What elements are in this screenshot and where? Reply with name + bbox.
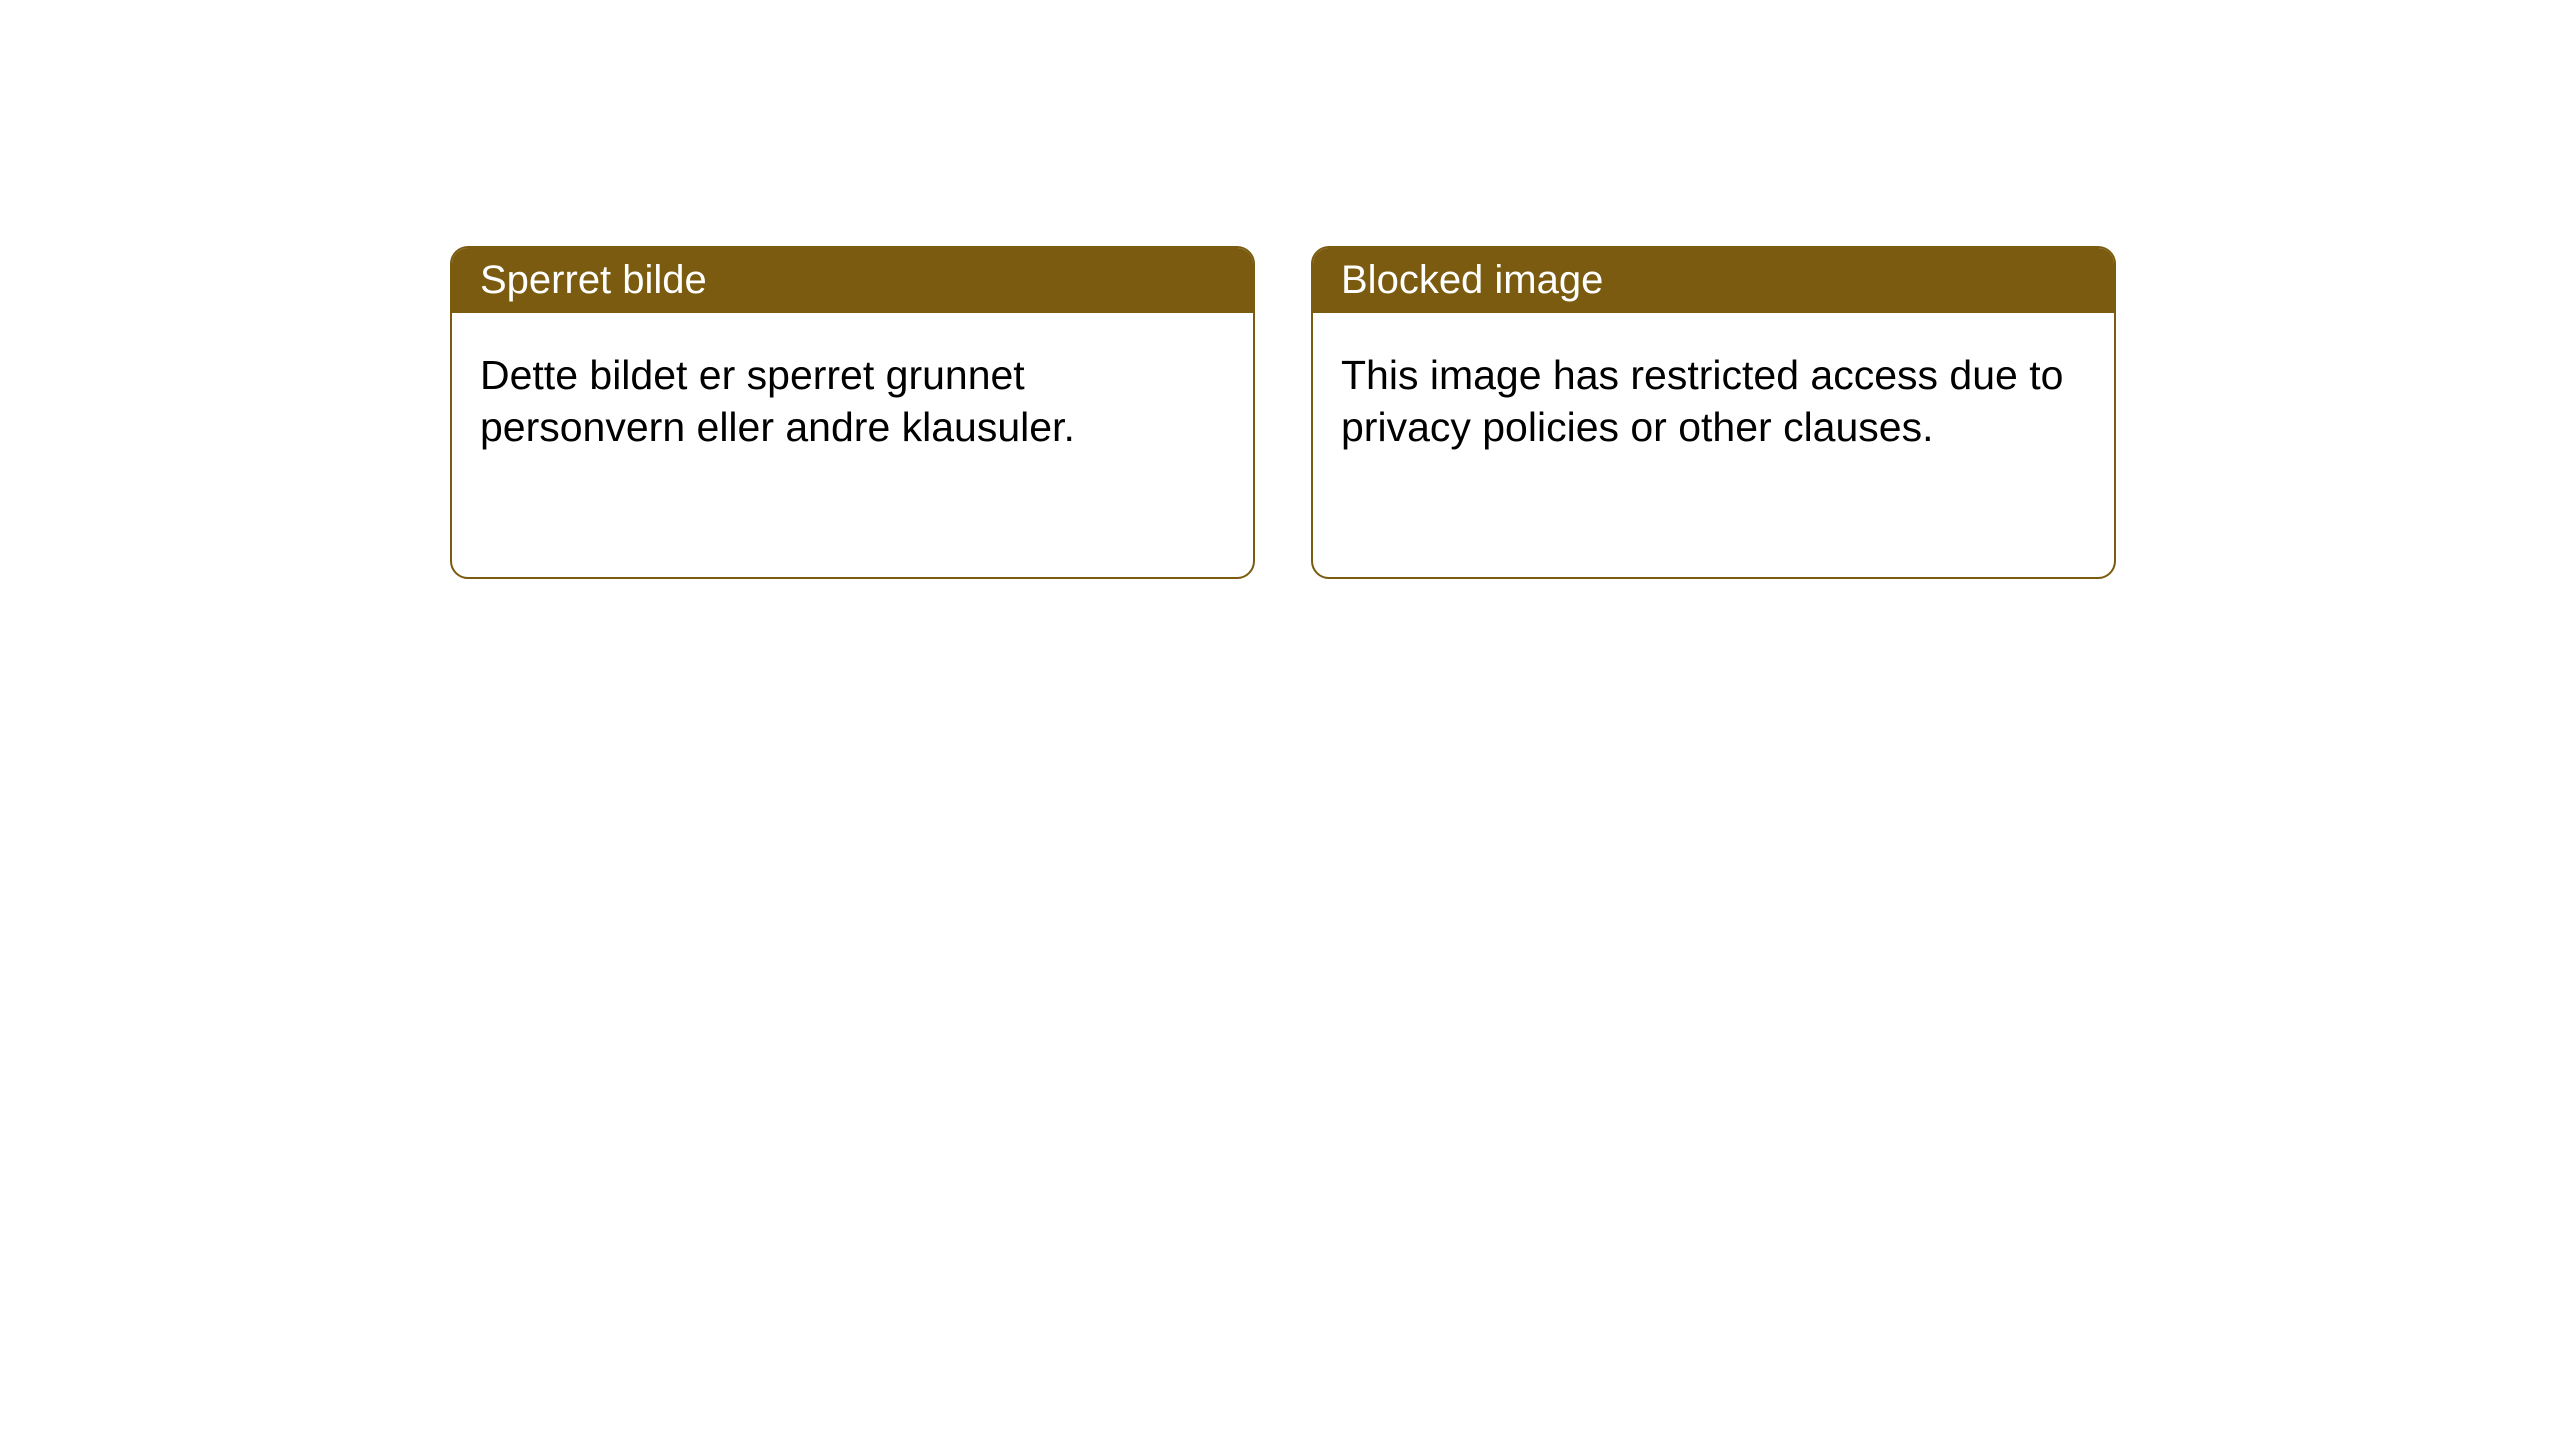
notice-body-text-en: This image has restricted access due to … bbox=[1341, 352, 2063, 450]
notice-title-en: Blocked image bbox=[1341, 258, 1603, 302]
notice-card-no: Sperret bilde Dette bildet er sperret gr… bbox=[450, 246, 1255, 579]
notice-header-no: Sperret bilde bbox=[452, 248, 1253, 313]
notice-header-en: Blocked image bbox=[1313, 248, 2114, 313]
notice-card-en: Blocked image This image has restricted … bbox=[1311, 246, 2116, 579]
notice-body-text-no: Dette bildet er sperret grunnet personve… bbox=[480, 352, 1075, 450]
notice-body-no: Dette bildet er sperret grunnet personve… bbox=[452, 313, 1253, 490]
notice-title-no: Sperret bilde bbox=[480, 258, 707, 302]
notice-body-en: This image has restricted access due to … bbox=[1313, 313, 2114, 490]
notice-container: Sperret bilde Dette bildet er sperret gr… bbox=[450, 246, 2116, 579]
